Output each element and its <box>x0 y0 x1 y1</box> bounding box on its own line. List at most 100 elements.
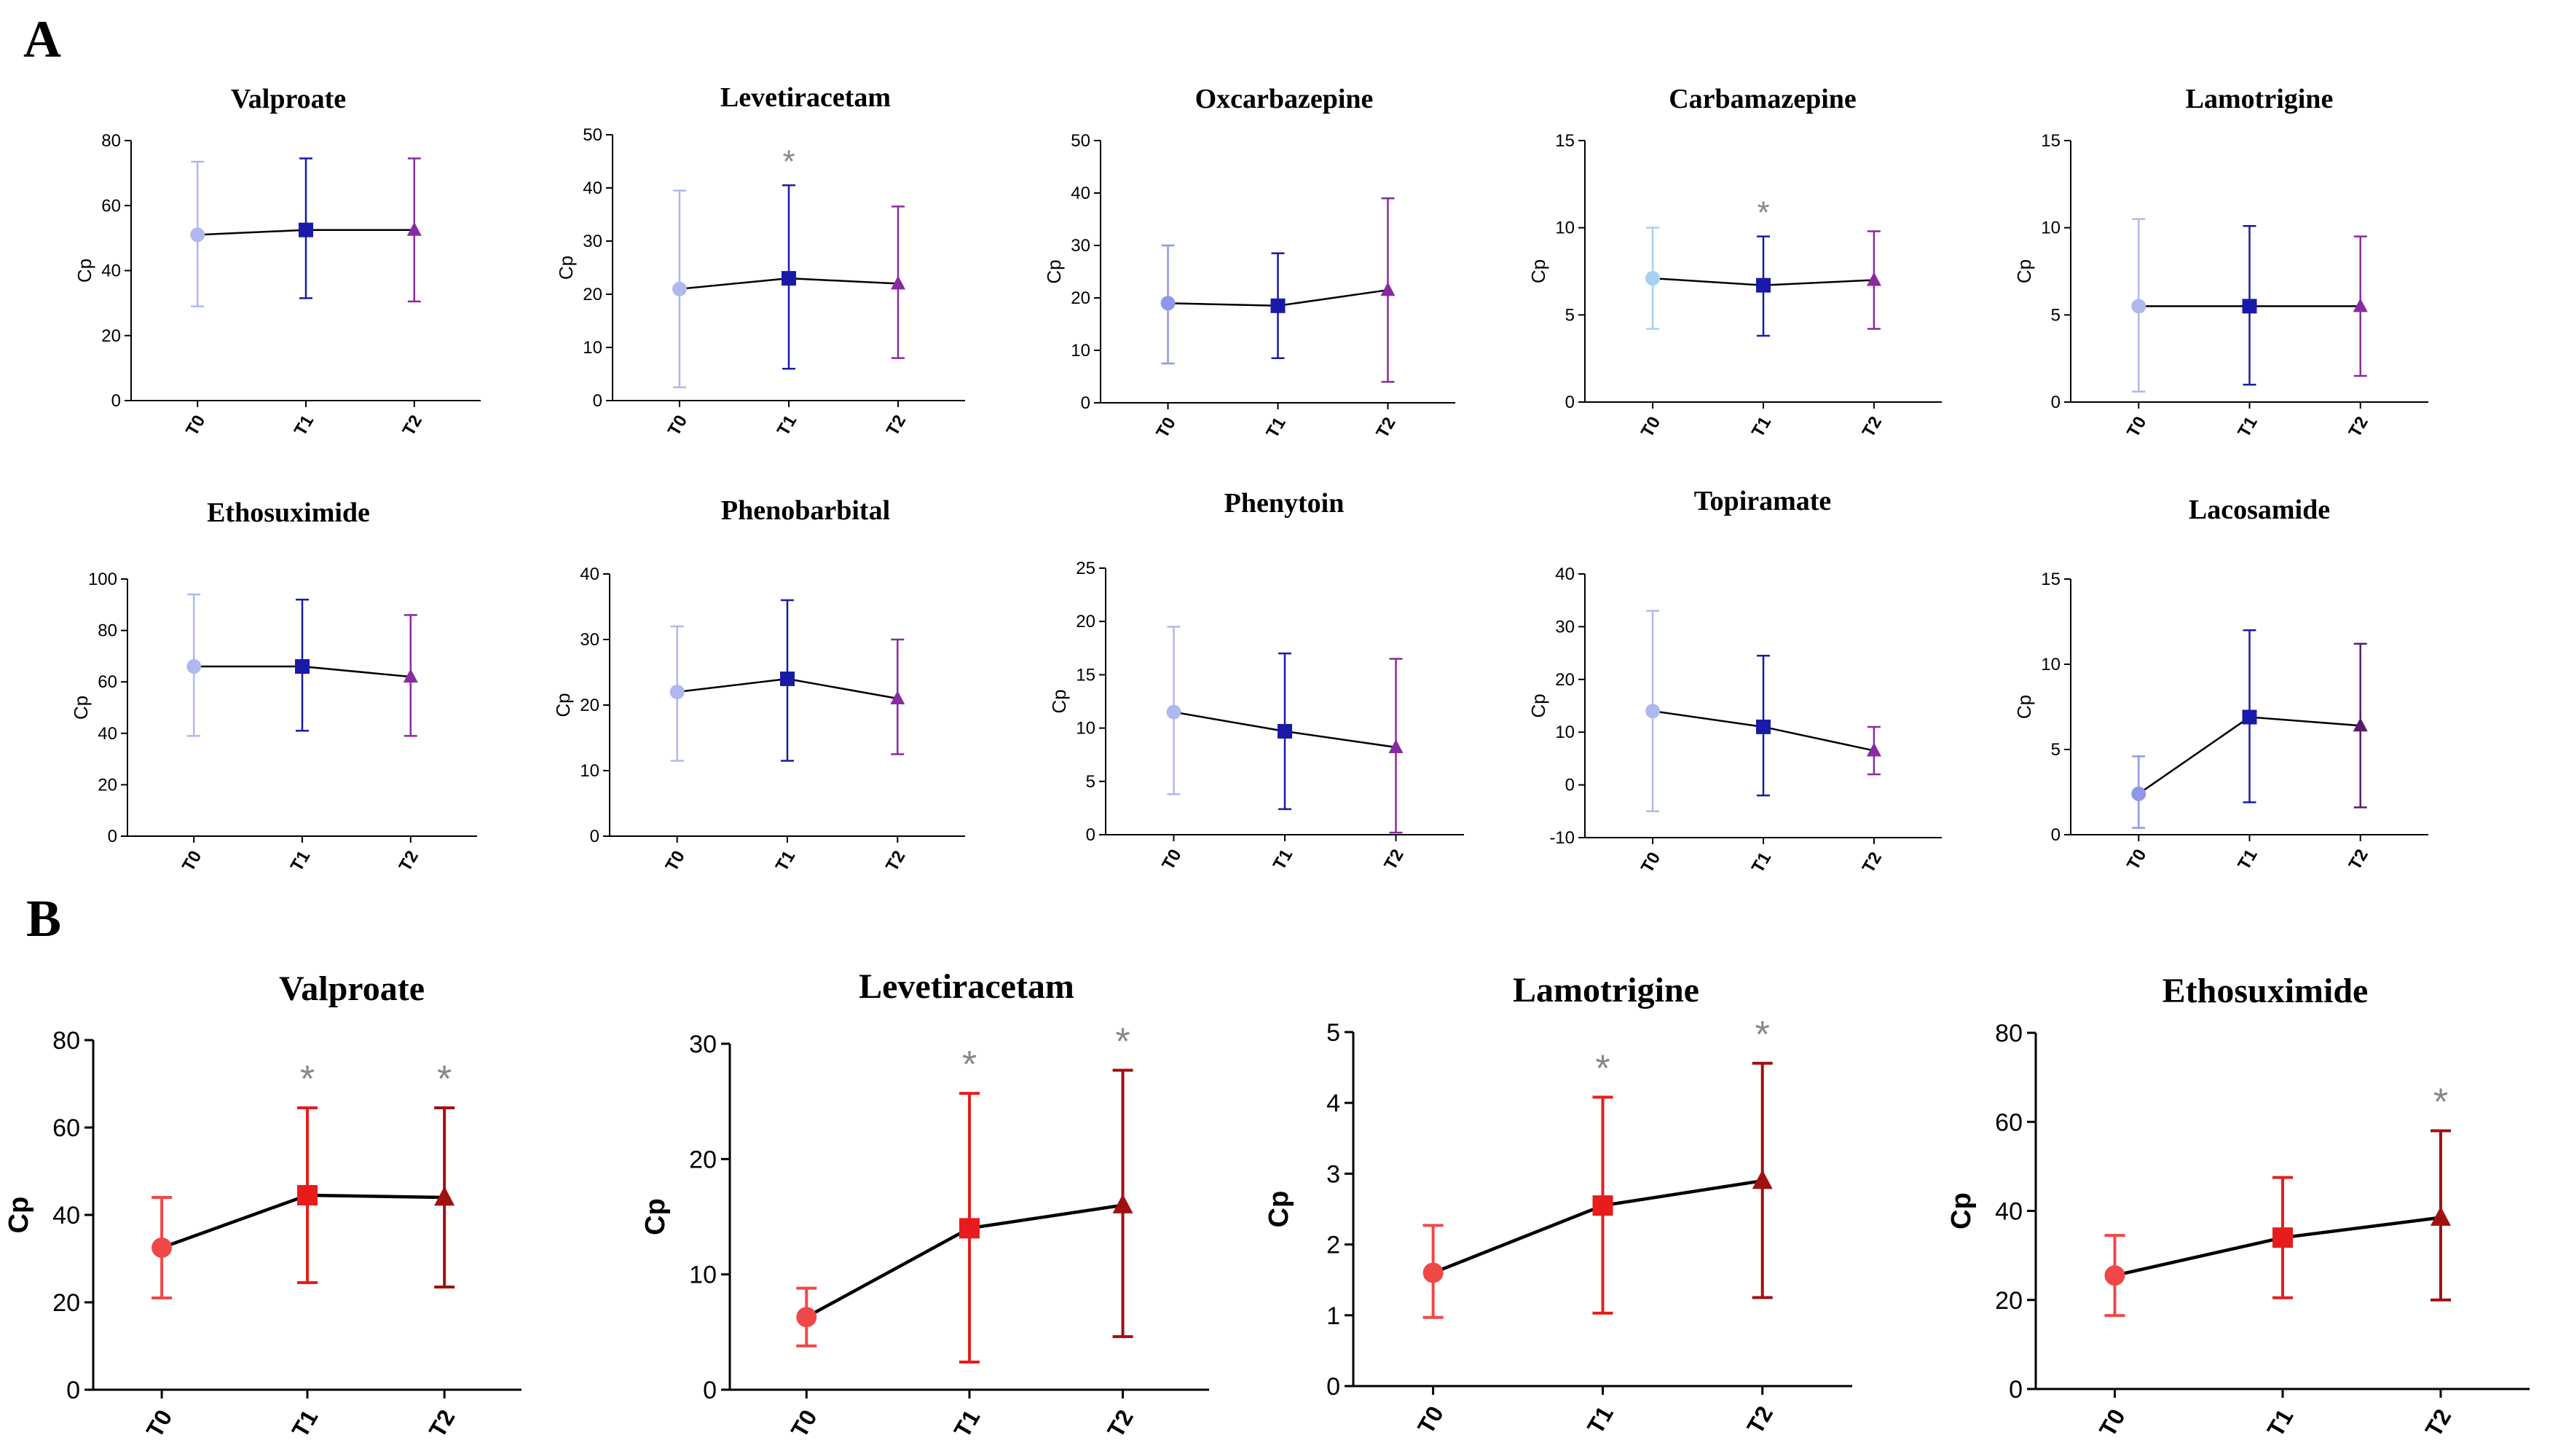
data-point-square <box>782 271 796 286</box>
x-tick-label: T0 <box>182 412 209 439</box>
y-tick-label: 40 <box>1071 184 1090 203</box>
data-point-triangle <box>1388 739 1404 753</box>
data-point-circle <box>186 659 202 674</box>
data-point-triangle <box>2353 298 2368 312</box>
y-tick-label: 5 <box>1086 772 1095 792</box>
y-tick-label: 0 <box>1326 1373 1340 1401</box>
significance-marker: * <box>962 1044 977 1086</box>
y-tick-label: 0 <box>2051 393 2061 412</box>
y-tick-label: 10 <box>1555 723 1575 742</box>
y-tick-label: 30 <box>689 1031 717 1058</box>
chart-a-phenobarbital: Phenobarbital Cp 0 10 20 30 40 T0 T1 T2 <box>552 495 965 875</box>
y-tick-label: 20 <box>98 775 117 795</box>
y-tick-label: 5 <box>1326 1019 1340 1047</box>
chart-title: Phenobarbital <box>721 495 890 526</box>
y-tick-label: 20 <box>580 696 599 715</box>
significance-marker: * <box>782 143 795 179</box>
y-tick-label: 60 <box>98 672 117 692</box>
data-point-circle <box>672 281 687 296</box>
chart-title: Ethosuximide <box>2162 972 2369 1010</box>
data-point-circle <box>1160 296 1176 311</box>
data-point-square <box>2242 299 2257 314</box>
y-tick-label: 20 <box>689 1146 717 1173</box>
data-point-square <box>295 659 310 674</box>
y-tick-label: 80 <box>98 621 117 641</box>
chart-b-levetiracetam: Levetiracetam Cp 0 10 20 30 T0 T1 T2 * * <box>640 967 1209 1442</box>
y-axis-label: Cp <box>1043 259 1065 283</box>
y-tick-label: 2 <box>1326 1232 1340 1259</box>
y-tick-label: 100 <box>88 570 117 589</box>
data-point-triangle <box>1866 272 1881 286</box>
y-tick-label: 0 <box>590 827 599 846</box>
data-point-square <box>297 1185 318 1205</box>
data-point-circle <box>1422 1262 1444 1283</box>
chart-a-oxcarbazepine: Oxcarbazepine Cp 0 10 20 30 40 50 T0 T1 T2 <box>1043 84 1455 441</box>
y-tick-label: 10 <box>1071 341 1090 361</box>
x-tick-label: T0 <box>1158 846 1185 873</box>
x-tick-label: T1 <box>287 1405 323 1441</box>
chart-title: Phenytoin <box>1224 488 1345 519</box>
data-point-circle <box>2104 1265 2125 1286</box>
x-tick-label: T2 <box>424 1405 460 1441</box>
chart-title: Oxcarbazepine <box>1195 84 1374 114</box>
y-tick-label: 5 <box>2051 740 2061 760</box>
panel-label-a: A <box>23 10 61 68</box>
y-tick-label: 15 <box>2041 570 2061 589</box>
data-point-square <box>959 1218 980 1239</box>
y-tick-label: 20 <box>1995 1287 2023 1315</box>
x-tick-label: T0 <box>1637 849 1664 876</box>
y-tick-label: 40 <box>1555 564 1575 584</box>
x-tick-label: T2 <box>1859 849 1886 876</box>
y-tick-label: 0 <box>1086 825 1095 845</box>
y-tick-label: 5 <box>1565 305 1575 325</box>
y-tick-label: 30 <box>1555 617 1575 637</box>
x-tick-label: T1 <box>287 847 314 875</box>
x-tick-label: T1 <box>949 1405 985 1441</box>
y-tick-label: 20 <box>1076 612 1095 631</box>
x-tick-label: T2 <box>2420 1404 2457 1441</box>
y-tick-label: 50 <box>583 125 602 145</box>
y-tick-label: 20 <box>583 285 602 304</box>
y-tick-label: 1 <box>1326 1302 1340 1330</box>
chart-a-carbamazepine: Carbamazepine Cp 0 5 10 15 T0 T1 T2 * <box>1527 84 1942 441</box>
data-point-triangle <box>434 1186 455 1206</box>
data-point-triangle <box>2430 1206 2451 1226</box>
y-axis-label: Cp <box>2013 259 2035 283</box>
y-axis-label: Cp <box>2013 695 2035 719</box>
y-tick-label: 5 <box>2051 305 2061 325</box>
data-point-triangle <box>403 669 418 683</box>
y-axis-label: Cp <box>1946 1192 1977 1229</box>
y-tick-label: 10 <box>2041 655 2061 674</box>
data-point-triangle <box>891 275 906 290</box>
x-tick-label: T1 <box>774 412 800 439</box>
x-tick-label: T0 <box>178 847 205 875</box>
y-axis-label: Cp <box>1264 1191 1294 1228</box>
data-point-circle <box>151 1237 173 1258</box>
chart-title: Levetiracetam <box>859 967 1074 1006</box>
y-tick-label: 15 <box>2041 131 2061 151</box>
y-tick-label: 30 <box>580 630 599 650</box>
chart-title: Valproate <box>279 969 425 1008</box>
y-tick-label: 30 <box>1071 236 1090 256</box>
x-tick-label: T1 <box>2234 846 2261 873</box>
y-tick-label: -10 <box>1549 828 1575 848</box>
data-point-circle <box>669 685 685 699</box>
x-tick-label: T2 <box>395 847 422 875</box>
data-point-triangle <box>1112 1194 1133 1213</box>
significance-marker: * <box>300 1058 315 1101</box>
chart-a-phenytoin: Phenytoin Cp 0 5 10 15 20 25 T0 T1 T2 <box>1048 488 1464 873</box>
x-tick-label: T1 <box>1262 414 1289 441</box>
y-tick-label: 4 <box>1326 1090 1340 1117</box>
chart-title: Lamotrigine <box>1513 971 1699 1010</box>
data-point-square <box>780 672 795 686</box>
y-axis-label: Cp <box>640 1198 671 1235</box>
y-axis-label: Cp <box>70 696 92 720</box>
y-tick-label: 40 <box>580 564 599 584</box>
y-tick-label: 10 <box>689 1262 717 1289</box>
x-tick-label: T2 <box>399 412 426 439</box>
x-tick-label: T0 <box>786 1405 822 1441</box>
x-tick-label: T1 <box>1270 846 1296 873</box>
x-tick-label: T0 <box>1637 413 1664 441</box>
y-axis-label: Cp <box>555 256 577 280</box>
